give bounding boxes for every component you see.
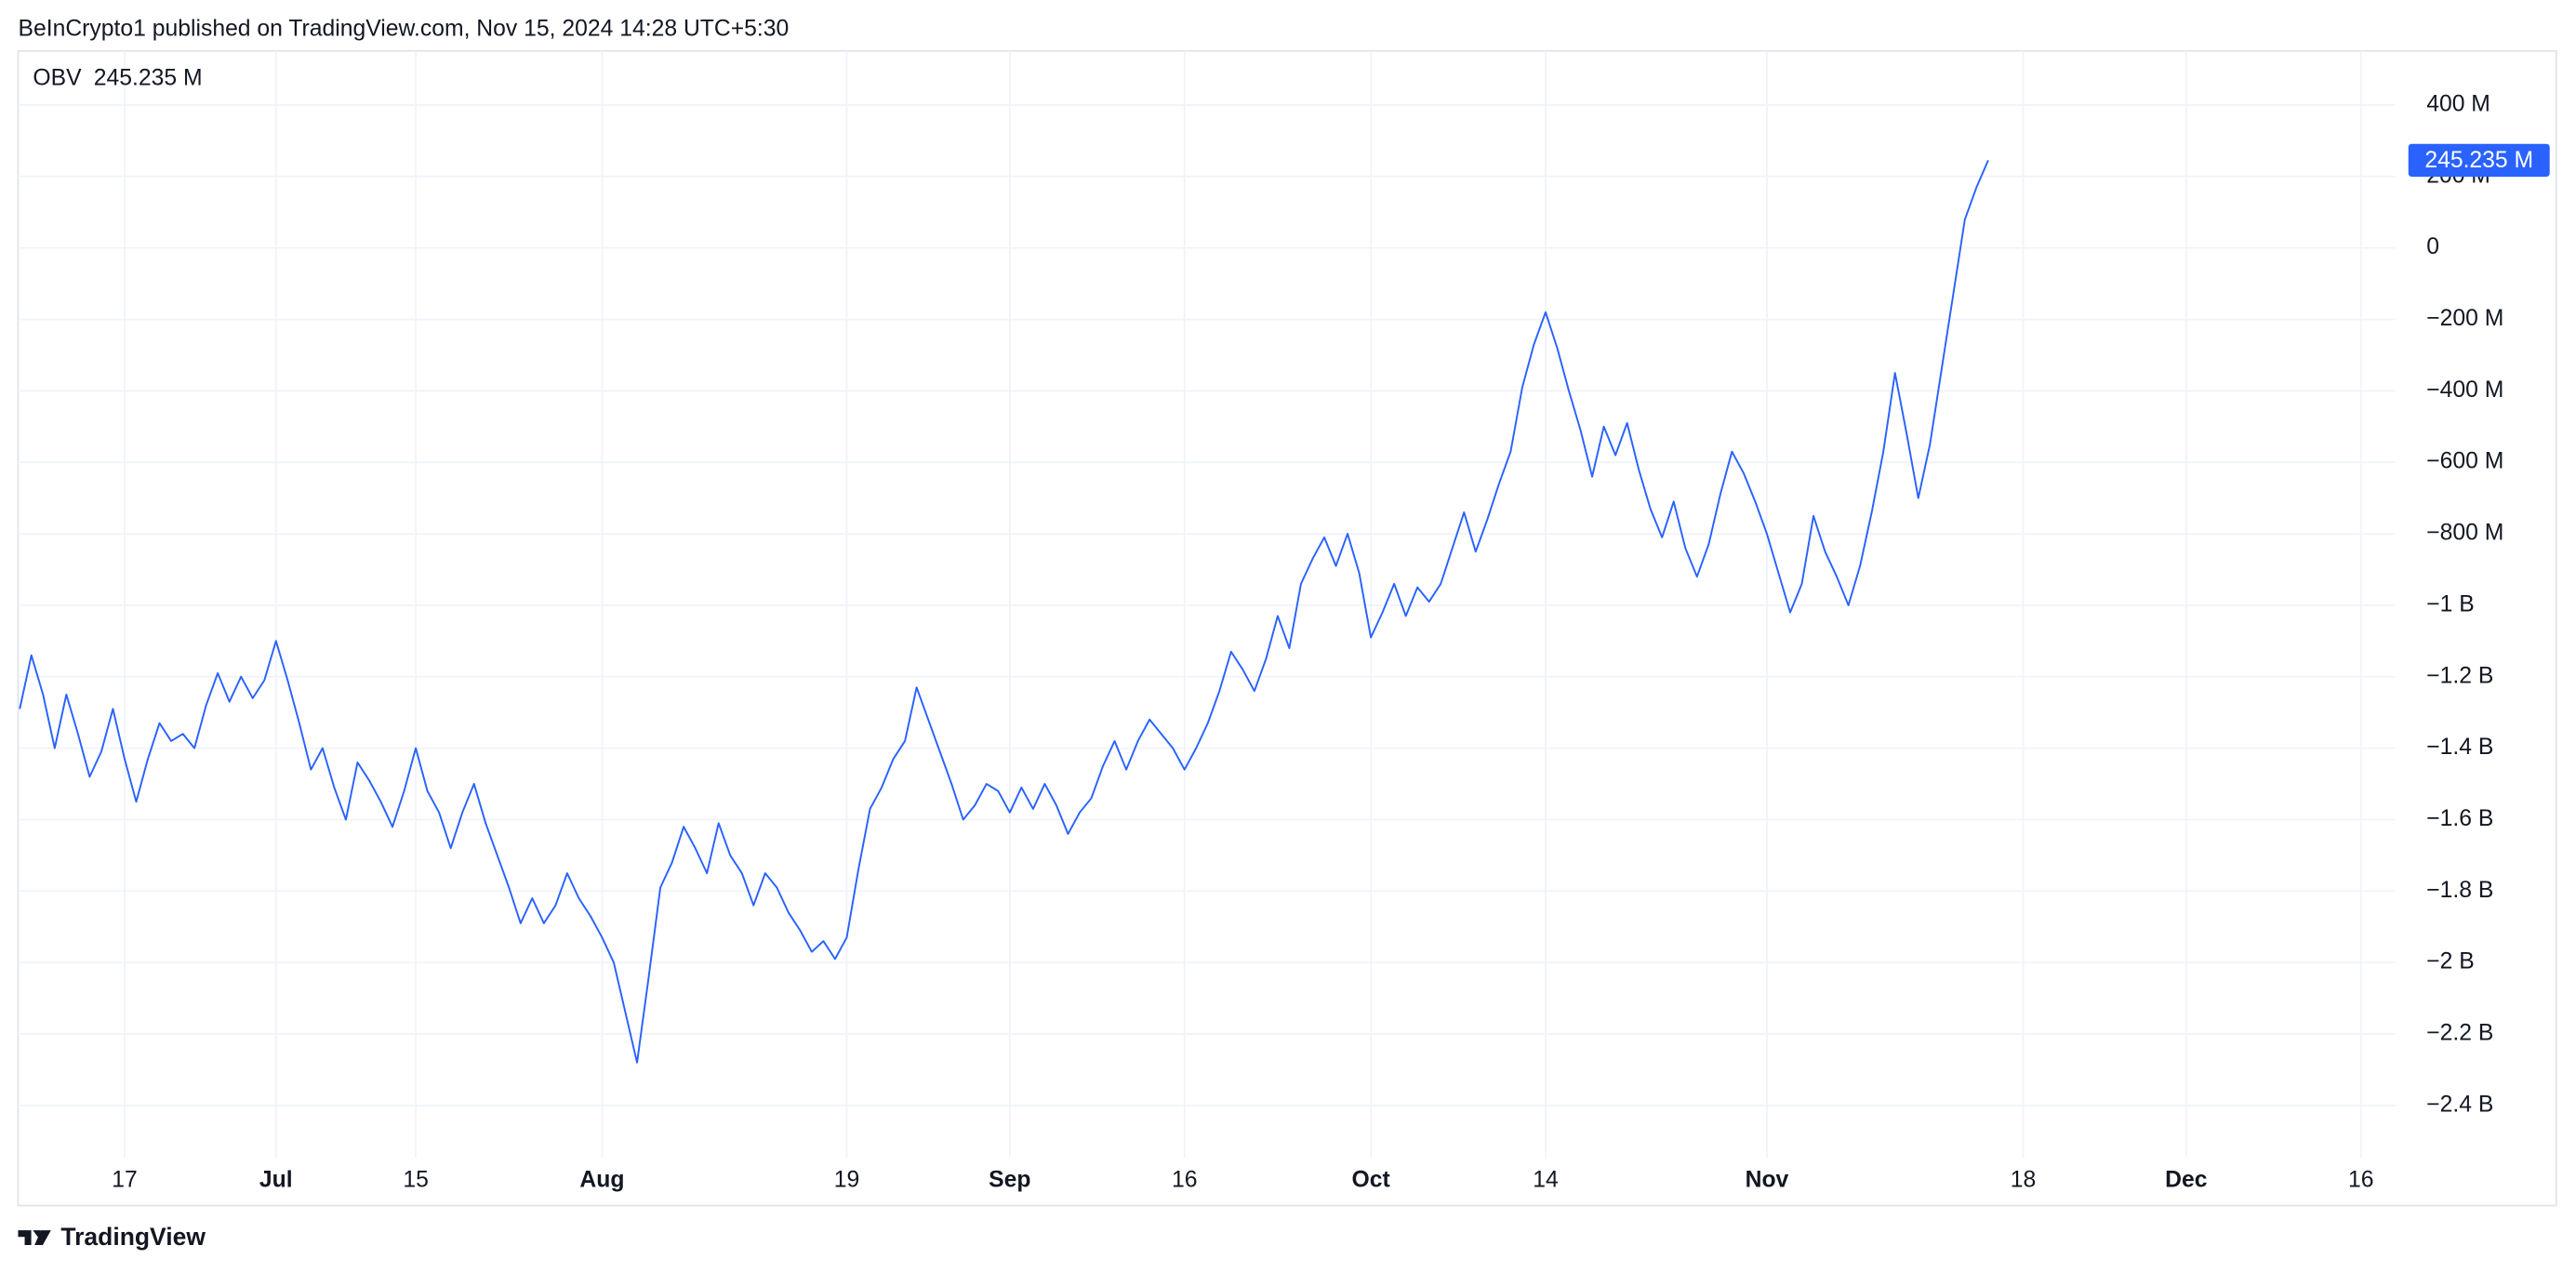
x-tick-label: 17 (112, 1168, 138, 1193)
plot (19, 160, 1989, 1064)
chart-frame (17, 49, 2557, 1207)
x-tick-label: 15 (403, 1168, 429, 1193)
y-tick-label: −2.4 B (2426, 1092, 2493, 1117)
x-tick-label: Nov (1746, 1168, 1789, 1193)
x-tick-label: Oct (1351, 1168, 1389, 1193)
y-tick-label: −600 M (2426, 449, 2503, 474)
x-tick-label: Sep (989, 1168, 1030, 1193)
y-tick-label: −2.2 B (2426, 1021, 2493, 1046)
y-tick-label: −200 M (2426, 306, 2503, 331)
price-tag-label: 245.235 M (2424, 148, 2533, 173)
y-tick-label: 0 (2426, 234, 2439, 259)
obv-line (19, 160, 1989, 1064)
indicator-value: 245.235 M (94, 65, 203, 90)
y-tick-label: 400 M (2426, 91, 2490, 116)
x-tick-label: 14 (1533, 1168, 1559, 1193)
price-tag: 245.235 M (2408, 143, 2550, 178)
x-tick-label: 19 (834, 1168, 860, 1193)
indicator-name: OBV (33, 65, 82, 90)
y-tick-label: −400 M (2426, 378, 2503, 403)
y-tick-label: −800 M (2426, 521, 2503, 546)
y-tick-label: −1.8 B (2426, 878, 2493, 903)
y-tick-label: −1.4 B (2426, 735, 2493, 760)
x-tick-label: 16 (1172, 1168, 1198, 1193)
x-tick-label: Dec (2165, 1168, 2208, 1193)
x-tick-label: 18 (2011, 1168, 2037, 1193)
price-tag-box (2408, 143, 2550, 178)
publish-info: BeInCrypto1 published on TradingView.com… (18, 16, 789, 41)
x-tick-label: Jul (259, 1168, 293, 1193)
y-tick-label: −2 B (2426, 949, 2475, 974)
tradingview-logo (18, 1230, 51, 1246)
footer-brand: TradingView (60, 1223, 206, 1251)
x-tick-label: Aug (579, 1168, 624, 1193)
x-tick-label: 16 (2348, 1168, 2374, 1193)
y-tick-label: −1 B (2426, 591, 2475, 616)
y-tick-label: −1.6 B (2426, 806, 2493, 831)
y-tick-label: −1.2 B (2426, 663, 2493, 688)
grid (18, 50, 2396, 1159)
